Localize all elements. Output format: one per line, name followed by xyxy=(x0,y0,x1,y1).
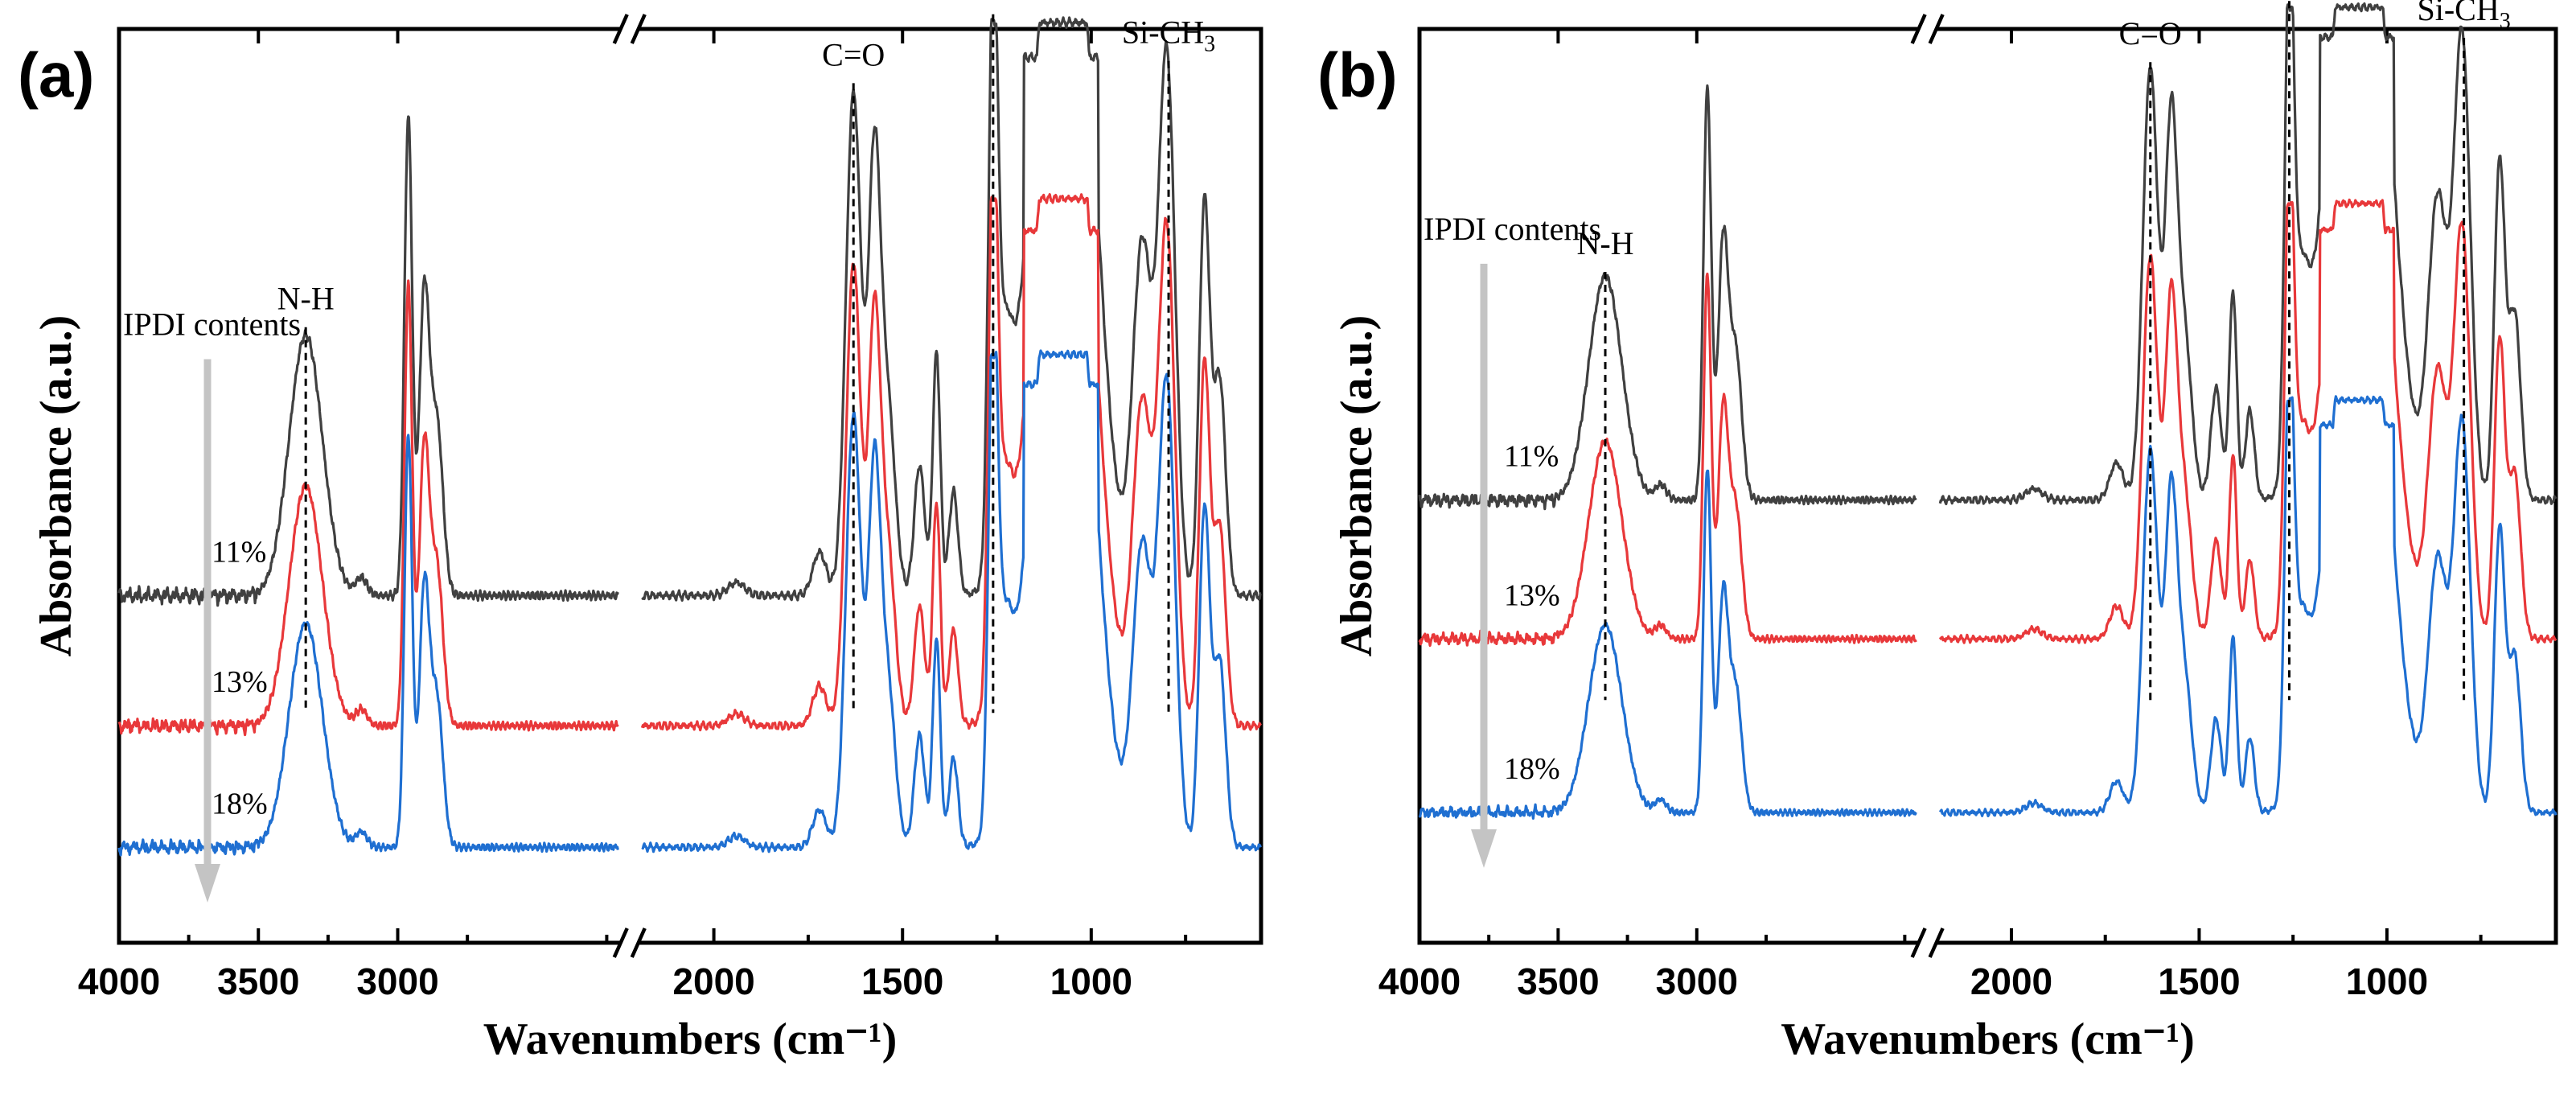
series-line xyxy=(640,193,1262,732)
x-tick-label: 4000 xyxy=(1378,960,1461,1002)
x-axis-title: Wavenumbers (cm⁻¹) xyxy=(483,1014,898,1064)
axis-break-mark xyxy=(1928,14,1945,44)
axis-break-mark xyxy=(630,927,647,958)
axis-break-gap xyxy=(620,23,639,35)
axis-break-mark xyxy=(630,14,647,44)
series-label: 13% xyxy=(1504,578,1560,612)
y-axis-title: Absorbance (a.u.) xyxy=(1332,315,1382,657)
x-tick-label: 1000 xyxy=(1050,960,1132,1002)
panel-label: (b) xyxy=(1317,39,1398,110)
plot-frame xyxy=(1417,27,2558,945)
x-tick-label: 4000 xyxy=(78,960,160,1002)
axis-break-mark xyxy=(612,14,629,44)
x-tick-label: 1000 xyxy=(2346,960,2428,1002)
legend-title: IPDI contents xyxy=(1424,211,1601,247)
axis-break-gap xyxy=(1918,936,1937,949)
arrow-down-icon xyxy=(195,864,220,903)
series-line xyxy=(1418,469,1917,820)
axis-break-mark xyxy=(1928,927,1945,958)
series-line xyxy=(1418,272,1917,648)
peak-label: C=O xyxy=(822,36,885,72)
series-line xyxy=(117,115,619,607)
x-axis-title: Wavenumbers (cm⁻¹) xyxy=(1781,1014,2195,1064)
series-line xyxy=(1938,198,2558,644)
series-label: 11% xyxy=(1504,440,1559,474)
x-tick-label: 3500 xyxy=(217,960,299,1002)
x-tick-label: 1500 xyxy=(861,960,943,1002)
arrow-down-icon xyxy=(1471,829,1497,868)
series-line xyxy=(1938,395,2558,817)
axis-break-mark xyxy=(612,927,629,958)
peak-label: Si-CH3 xyxy=(1122,14,1215,57)
axis-break-gap xyxy=(620,936,639,949)
series-label: 18% xyxy=(212,787,268,820)
x-tick-label: 2000 xyxy=(1970,960,2052,1002)
x-tick-label: 3000 xyxy=(356,960,438,1002)
peak-label: N-H xyxy=(277,281,335,317)
peak-label-subscript: 3 xyxy=(1204,32,1215,57)
x-tick-label: 2000 xyxy=(672,960,754,1002)
panel-label: (a) xyxy=(18,39,94,110)
peak-label: C=O xyxy=(2119,15,2182,51)
series-line xyxy=(641,16,1262,602)
legend-title: IPDI contents xyxy=(123,306,301,343)
peak-label-subscript: 3 xyxy=(2500,9,2511,34)
panel-b: 4000 3500 3000 2000 1500 1000 Wavenumbers (cm⁻… xyxy=(1317,0,2558,1064)
x-tick-label: 3500 xyxy=(1517,960,1599,1002)
peak-label: N-H xyxy=(1576,225,1633,261)
series-line xyxy=(117,434,619,857)
axis-break-gap xyxy=(1918,23,1937,35)
peak-label: Si-O xyxy=(963,0,1024,4)
series-line xyxy=(1418,84,1917,511)
series-label: 18% xyxy=(1504,752,1560,786)
x-tick-label: 1500 xyxy=(2158,960,2240,1002)
plot-frame xyxy=(117,27,1263,945)
axis-break-mark xyxy=(1910,14,1927,44)
series-line xyxy=(117,279,619,737)
series-label: 11% xyxy=(212,535,266,569)
series-line xyxy=(641,349,1263,853)
x-tick-label: 3000 xyxy=(1656,960,1738,1002)
series-label: 13% xyxy=(212,665,268,699)
series-line xyxy=(1938,2,2558,506)
panel-a: 4000 3500 3000 2000 1500 1000 Wavenumbers (cm⁻… xyxy=(18,0,1263,1064)
y-axis-title: Absorbance (a.u.) xyxy=(31,315,81,657)
axis-break-mark xyxy=(1910,927,1927,958)
